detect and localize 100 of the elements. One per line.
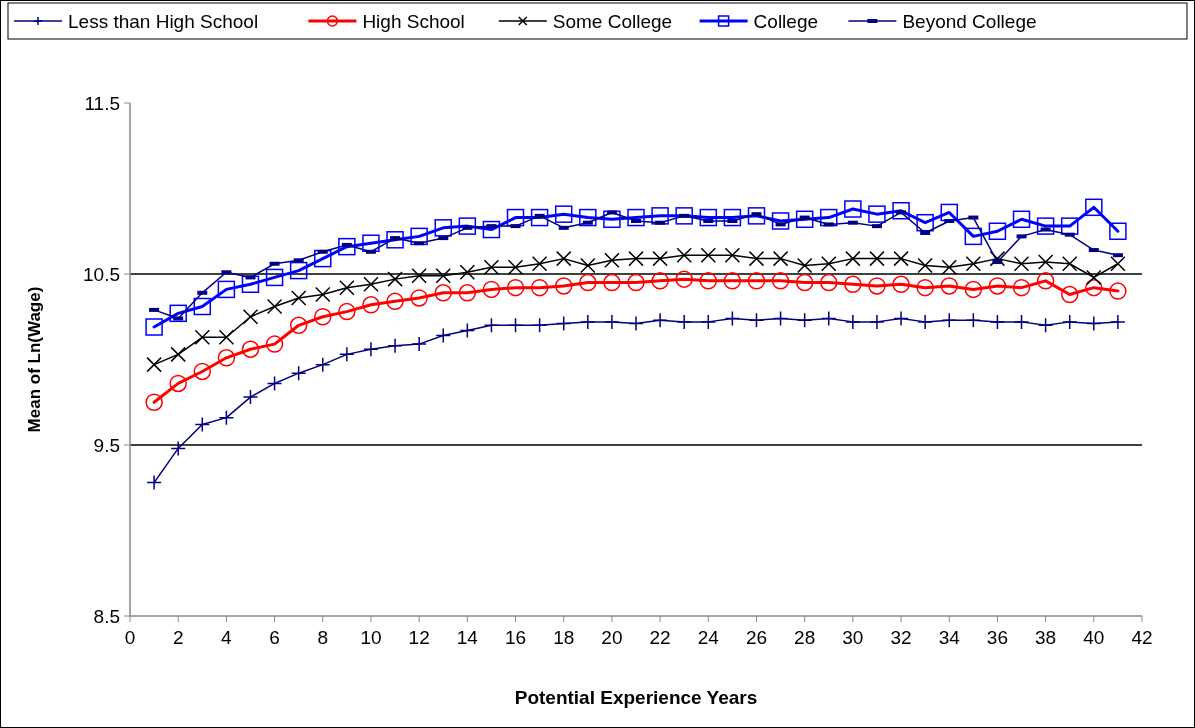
point [242,389,259,405]
point [965,255,982,272]
point [604,314,620,330]
point [290,290,307,306]
x-tick-label: 2 [172,627,184,648]
point [314,308,332,326]
point [1012,278,1031,297]
x-tick-label: 18 [553,627,575,648]
point [242,309,259,325]
y-tick-label: 9.5 [93,434,120,456]
x-tick-label: 22 [649,627,671,648]
point [1060,285,1079,304]
point [193,362,212,381]
point [459,322,476,339]
point [1086,315,1102,332]
point [940,277,958,295]
point [338,302,356,321]
point [699,272,718,290]
x-tick-label: 10 [360,627,382,648]
point [1037,254,1054,270]
point [217,280,236,299]
point [723,272,742,290]
point [265,268,284,287]
point [411,267,427,284]
point [555,250,572,267]
point [1110,255,1126,272]
point [289,316,308,335]
point [386,292,404,311]
point [1109,222,1127,240]
point [676,314,692,330]
point [771,212,790,230]
point [217,349,236,367]
point [820,273,838,292]
legend-label: Beyond College [902,10,1037,32]
point [748,312,765,328]
point [290,365,307,381]
x-tick-label: 36 [986,627,1008,648]
point [844,200,862,218]
point [916,278,934,297]
point [893,310,909,327]
point [241,275,260,294]
point [363,341,379,357]
point [580,314,596,330]
point [675,270,693,288]
point [579,273,597,292]
point [845,250,861,267]
point [651,272,669,290]
x-tick-label: 30 [842,627,864,648]
point [916,213,934,232]
point [628,315,644,332]
x-tick-label: 24 [697,627,720,648]
point [628,250,644,267]
point [868,205,886,223]
point [821,310,837,327]
point [289,261,308,280]
point [723,208,742,227]
point [506,278,525,297]
point [434,284,452,302]
legend-label: Some College [552,10,673,32]
point [483,259,500,275]
point [435,327,451,344]
x-tick-label: 14 [456,627,479,648]
point [820,208,838,227]
point [941,259,957,275]
point [506,208,525,227]
point [339,346,355,363]
point [1109,282,1127,300]
point [241,340,260,358]
y-tick-label: 8.5 [93,605,120,627]
point [554,277,573,295]
point [194,329,211,346]
point [795,210,814,229]
point [676,247,692,263]
point [1013,255,1030,272]
point [410,289,428,307]
y-tick-label: 11.5 [84,92,120,114]
point [892,201,910,220]
point [1012,210,1031,229]
point [579,208,597,227]
point [748,250,765,267]
point [339,279,355,296]
point [1036,217,1055,235]
point [530,278,549,297]
point [435,267,451,284]
point [869,250,885,267]
point [146,356,162,373]
point [145,393,163,411]
x-tick-label: 12 [408,627,430,648]
point [459,264,476,281]
point [315,356,331,373]
point [1086,269,1102,286]
point [266,375,283,392]
point [699,208,718,227]
point [772,310,789,327]
point [988,277,1007,295]
point [265,335,284,353]
point [145,318,163,336]
point [844,275,862,294]
point [387,271,403,287]
point [603,273,621,292]
